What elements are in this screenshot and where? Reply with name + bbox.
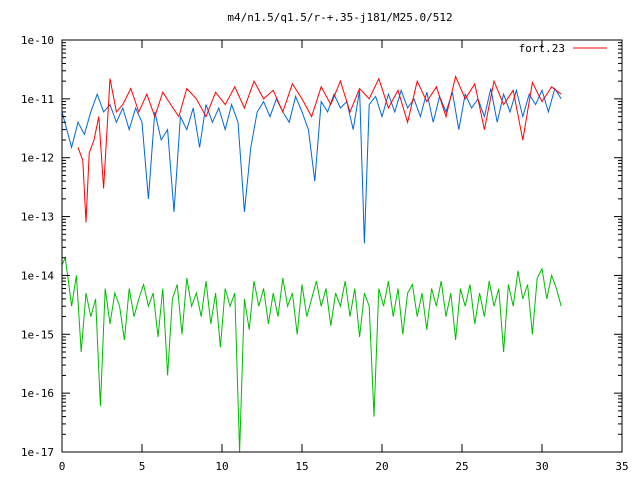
legend-label-fort23: fort.23 xyxy=(519,42,565,55)
x-tick-label: 30 xyxy=(535,460,548,473)
x-tick-label: 5 xyxy=(139,460,146,473)
series-line-2 xyxy=(61,87,562,244)
series-line-1 xyxy=(77,74,562,223)
x-tick-label: 25 xyxy=(455,460,468,473)
series-line-3 xyxy=(61,255,562,453)
legend: fort.23 xyxy=(519,42,607,55)
y-tick-label: 1e-16 xyxy=(21,387,54,400)
x-tick-label: 10 xyxy=(215,460,228,473)
chart-title: m4/n1.5/q1.5/r-+.35-j181/M25.0/512 xyxy=(227,11,452,24)
y-tick-label: 1e-14 xyxy=(21,269,54,282)
y-tick-label: 1e-13 xyxy=(21,211,54,224)
y-tick-label: 1e-15 xyxy=(21,328,54,341)
y-tick-label: 1e-11 xyxy=(21,93,54,106)
x-tick-label: 15 xyxy=(295,460,308,473)
x-tick-label: 20 xyxy=(375,460,388,473)
series-layer xyxy=(61,74,562,453)
x-tick-label: 0 xyxy=(59,460,66,473)
plot-frame xyxy=(61,39,623,453)
y-tick-label: 1e-12 xyxy=(21,152,54,165)
ticks-layer: 0 5 10 15 20 25 30 35 1e-17 1e-16 1e-15 1e-14 1e-13 1… xyxy=(21,34,629,473)
x-tick-label: 35 xyxy=(615,460,628,473)
y-tick-label: 1e-10 xyxy=(21,34,54,47)
y-tick-label: 1e-17 xyxy=(21,446,54,459)
